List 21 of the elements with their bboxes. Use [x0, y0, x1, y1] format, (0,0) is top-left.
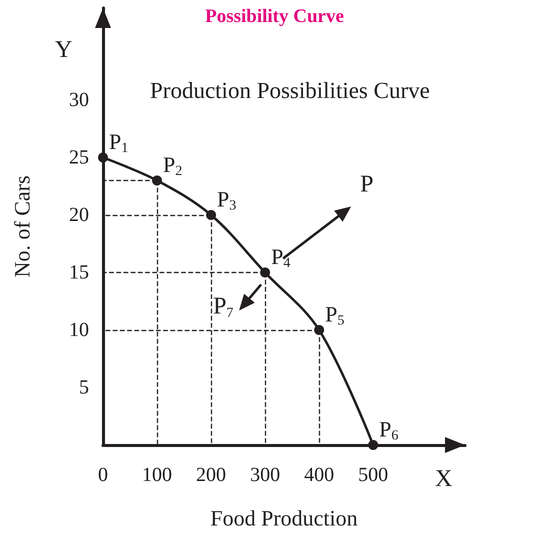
y-axis-title: No. of Cars: [10, 175, 34, 278]
y-tick-label: 30: [69, 89, 89, 111]
text: Production Possibilities Curve: [150, 78, 430, 103]
text: X: [435, 466, 452, 492]
annotation: P: [360, 172, 374, 198]
chart-title: Possibility Curve: [205, 6, 344, 27]
x-tick-label: 500: [358, 464, 388, 486]
y-tick-label: 20: [69, 204, 89, 226]
x-axis-title: Food Production: [210, 506, 358, 530]
text: Y: [55, 37, 72, 63]
x-tick-label: 0: [98, 464, 108, 486]
x-tick-label: 100: [142, 464, 172, 486]
x-tick-label: 400: [304, 464, 334, 486]
x-tick-label: 200: [196, 464, 226, 486]
x-tick-label: 300: [250, 464, 280, 486]
y-tick-label: 5: [79, 376, 89, 398]
y-tick-label: 25: [69, 146, 89, 168]
y-tick-label: 15: [69, 262, 89, 284]
point: [368, 440, 378, 450]
point: [98, 152, 108, 162]
y-tick-label: 10: [69, 319, 89, 341]
